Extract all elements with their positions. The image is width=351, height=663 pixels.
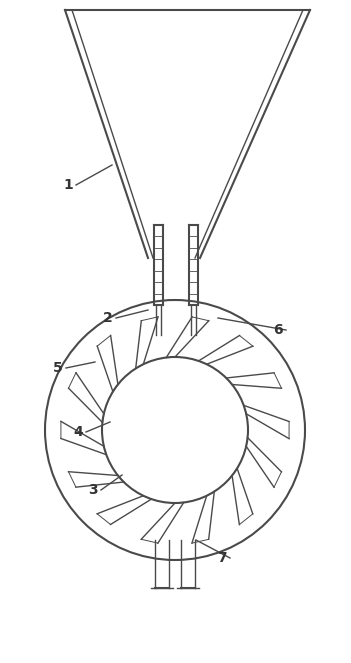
- Text: 7: 7: [217, 551, 227, 565]
- Text: 5: 5: [53, 361, 63, 375]
- Text: 6: 6: [273, 323, 283, 337]
- Text: 3: 3: [88, 483, 98, 497]
- Text: 2: 2: [103, 311, 113, 325]
- Text: 4: 4: [73, 425, 83, 439]
- Text: 1: 1: [63, 178, 73, 192]
